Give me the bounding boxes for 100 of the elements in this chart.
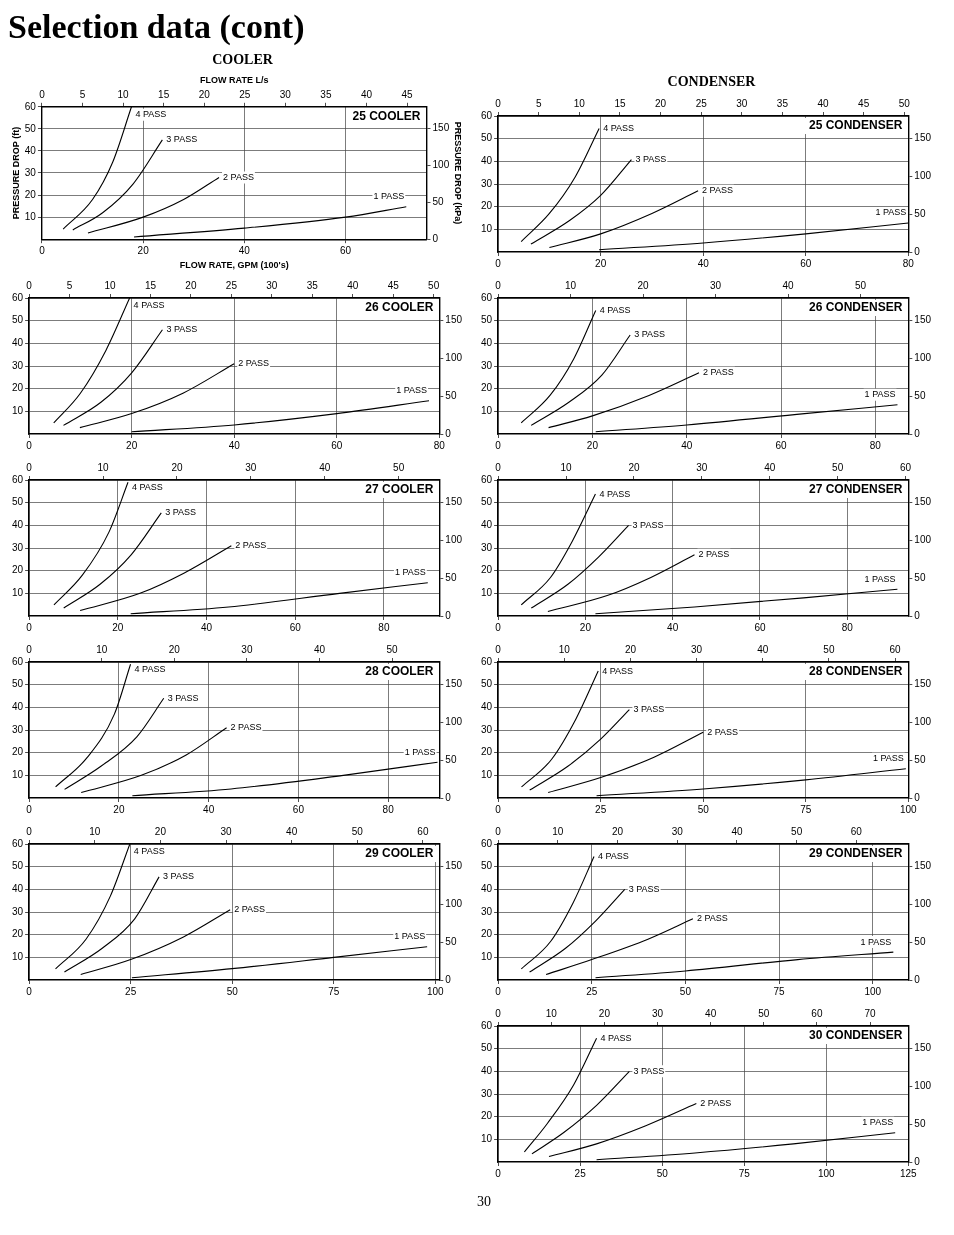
y-tick-label: 10 <box>481 405 493 417</box>
series-label: 1 PASS <box>862 1117 894 1128</box>
y2-tick-label: 0 <box>432 232 439 244</box>
y-tick-label: 10 <box>12 769 24 781</box>
y-tick-label: 10 <box>481 223 493 235</box>
y2-tick-label: 0 <box>914 1155 921 1167</box>
y-tick-label: 60 <box>481 473 493 485</box>
series-label: 4 PASS <box>599 488 631 499</box>
x2-tick-label: 50 <box>854 279 867 291</box>
x2-tick-label: 30 <box>220 825 233 837</box>
x2-tick-label: 0 <box>495 461 502 473</box>
y2-tick-label: 100 <box>914 715 932 727</box>
x2-tick-label: 40 <box>347 279 359 291</box>
y-tick-label: 20 <box>481 1110 493 1122</box>
line-series <box>530 158 632 245</box>
y2-tick-label: 150 <box>445 313 463 325</box>
x2-tick-label: 40 <box>360 88 373 100</box>
x2-tick-label: 40 <box>764 461 776 473</box>
y-tick-label: 10 <box>481 769 493 781</box>
chart-title: 29 CONDENSER <box>808 846 903 861</box>
y2-tick-label: 50 <box>445 389 457 401</box>
series-label: 3 PASS <box>633 704 665 715</box>
y2-tick-label: 150 <box>914 859 932 871</box>
x-tick-label: 25 <box>595 803 607 815</box>
x-tick-label: 40 <box>203 803 215 815</box>
x2-tick-label: 15 <box>614 97 626 109</box>
chart-title: 25 COOLER <box>352 109 421 124</box>
x2-tick-label: 40 <box>782 279 795 291</box>
line-series <box>72 139 163 231</box>
x2-tick-label: 35 <box>776 97 789 109</box>
x2-tick-label: 20 <box>171 461 183 473</box>
y-tick-label: 10 <box>481 587 493 599</box>
x-tick-label: 20 <box>137 244 150 256</box>
y2-tick-label: 0 <box>914 427 921 439</box>
y2-tick-label: 0 <box>914 973 921 985</box>
x2-tick-label: 10 <box>552 825 564 837</box>
y-tick-label: 30 <box>12 541 24 553</box>
y-tick-label: 60 <box>12 837 24 849</box>
y-tick-label: 30 <box>481 177 493 189</box>
x2-tick-label: 10 <box>89 825 101 837</box>
y-tick-label: 60 <box>12 291 24 303</box>
y2-tick-label: 0 <box>914 609 921 621</box>
x-tick-label: 100 <box>426 985 445 997</box>
x2-tick-label: 30 <box>651 1007 664 1019</box>
x-tick-label: 40 <box>681 439 693 451</box>
y-tick-label: 40 <box>12 519 24 531</box>
x2-tick-label: 10 <box>558 643 571 655</box>
y-tick-label: 20 <box>481 746 493 758</box>
x2-tick-label: 30 <box>671 825 684 837</box>
chart-title: 29 COOLER <box>365 846 434 861</box>
series-label: 2 PASS <box>702 367 734 378</box>
line-series <box>547 554 696 613</box>
chart-title: 27 COOLER <box>365 482 434 497</box>
y2-tick-label: 150 <box>432 122 450 133</box>
x-tick-label: 0 <box>39 244 46 256</box>
series-label: 1 PASS <box>373 191 405 202</box>
x2-tick-label: 50 <box>823 643 835 655</box>
x2-tick-label: 30 <box>696 461 708 473</box>
y-tick-label: 10 <box>481 1133 493 1145</box>
y-tick-label: 50 <box>481 314 493 326</box>
series-label: 2 PASS <box>234 904 266 915</box>
x2-tick-label: 60 <box>900 461 912 473</box>
x2-tick-label: 20 <box>611 825 624 837</box>
line-series <box>548 190 699 249</box>
x2-tick-label: 5 <box>535 97 542 109</box>
series-label: 2 PASS <box>223 171 254 182</box>
chart-title: 26 CONDENSER <box>808 300 903 315</box>
y2-tick-label: 100 <box>445 351 463 363</box>
y2-tick-label: 100 <box>432 158 450 170</box>
line-series <box>520 855 595 970</box>
y2-tick-label: 50 <box>914 389 926 401</box>
y-tick-label: 40 <box>12 337 24 349</box>
series-label: 1 PASS <box>864 573 896 584</box>
line-series <box>520 493 596 606</box>
x2-tick-label: 40 <box>757 643 769 655</box>
y2-tick-label: 50 <box>914 571 926 583</box>
y-tick-label: 60 <box>481 655 493 667</box>
chart-title: 28 COOLER <box>365 664 434 679</box>
line-series <box>79 363 235 429</box>
y2-tick-label: 50 <box>914 935 926 947</box>
series-label: 3 PASS <box>633 1065 665 1076</box>
y2-axis-title: PRESSURE DROP (kPa) <box>453 121 464 225</box>
line-series <box>55 663 132 788</box>
x2-tick-label: 0 <box>26 461 33 473</box>
y2-tick-label: 150 <box>914 1041 932 1053</box>
y2-tick-label: 100 <box>445 533 463 545</box>
y2-tick-label: 0 <box>914 791 921 803</box>
series-label: 4 PASS <box>133 300 165 311</box>
line-series <box>79 545 232 612</box>
x-tick-label: 0 <box>495 439 502 451</box>
x-tick-label: 100 <box>899 803 918 815</box>
line-series <box>80 727 228 794</box>
x2-tick-label: 10 <box>97 461 110 473</box>
y-tick-label: 50 <box>12 496 24 508</box>
y2-tick-label: 150 <box>445 495 463 507</box>
x2-tick-label: 30 <box>241 643 253 655</box>
y-tick-label: 60 <box>481 837 493 849</box>
y-tick-label: 10 <box>481 951 493 963</box>
chart-title: 30 CONDENSER <box>808 1028 903 1043</box>
y-axis-title: PRESSURE DROP (ft) <box>10 126 21 220</box>
